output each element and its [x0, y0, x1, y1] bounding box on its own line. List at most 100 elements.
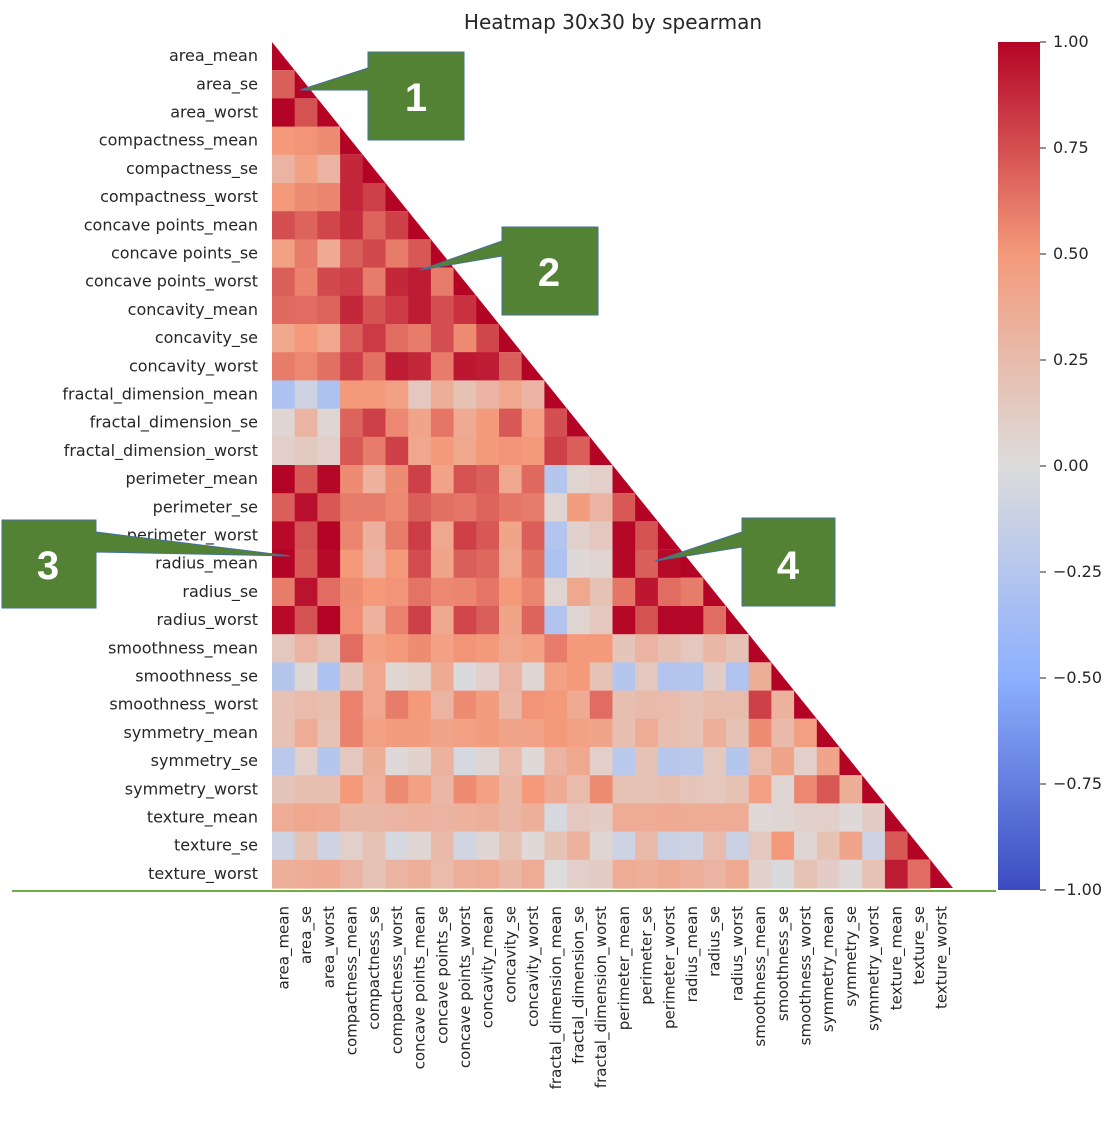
heatmap-cell: [567, 831, 591, 861]
heatmap-cell: [635, 662, 659, 692]
heatmap-cell: [703, 747, 727, 776]
heatmap-cell: [544, 775, 568, 804]
heatmap-cell: [272, 267, 296, 297]
heatmap-cell: [453, 775, 477, 804]
heatmap-cell: [340, 352, 364, 381]
heatmap-cell: [635, 747, 659, 776]
heatmap-cell: [567, 465, 591, 494]
heatmap-cell: [521, 577, 545, 607]
heatmap-cell: [499, 662, 523, 692]
heatmap-cell: [862, 831, 886, 861]
heatmap-cell: [748, 859, 772, 889]
heatmap-cell: [521, 465, 545, 494]
heatmap-cell: [430, 803, 455, 833]
heatmap-cell: [408, 662, 432, 692]
heatmap-cell: [771, 775, 795, 804]
heatmap-cell: [317, 690, 341, 720]
heatmap-cell: [589, 690, 614, 720]
heatmap-cell: [680, 662, 704, 692]
y-tick-label: compactness_se: [126, 159, 258, 179]
heatmap-cell: [430, 295, 455, 325]
y-tick-label: texture_mean: [147, 808, 258, 828]
heatmap-cell: [317, 408, 341, 438]
heatmap-cell: [657, 718, 682, 748]
heatmap-cell: [544, 521, 568, 551]
x-tick-label: smoothness_se: [774, 906, 793, 1021]
heatmap-cell: [657, 662, 682, 692]
heatmap-cell: [635, 803, 659, 833]
heatmap-cell: [408, 465, 432, 494]
heatmap-cell: [317, 859, 341, 889]
heatmap-cell: [385, 324, 409, 353]
heatmap-cell: [340, 803, 364, 833]
heatmap-cell: [521, 747, 545, 776]
x-tick-label: area_worst: [320, 906, 339, 988]
heatmap-cell-diagonal: [408, 211, 431, 240]
heatmap-cell: [362, 380, 387, 410]
heatmap-cell: [544, 662, 568, 692]
heatmap-cell-diagonal: [884, 803, 908, 832]
y-tick-label: concavity_worst: [129, 356, 258, 376]
callout-number: 3: [37, 544, 59, 588]
heatmap-cell: [408, 380, 432, 410]
y-tick-label: compactness_mean: [99, 131, 258, 151]
heatmap-cell: [635, 831, 659, 861]
heatmap-cell: [635, 521, 659, 551]
heatmap-cell: [340, 493, 364, 522]
heatmap-cell: [408, 352, 432, 381]
heatmap-cell: [839, 775, 863, 804]
heatmap-cell: [430, 324, 455, 353]
heatmap-cell: [317, 718, 341, 748]
x-tick-label: texture_mean: [887, 906, 906, 1010]
heatmap-cell: [317, 183, 341, 212]
heatmap-cell: [748, 831, 772, 861]
heatmap-cell: [385, 352, 409, 381]
heatmap-cell: [340, 775, 364, 804]
x-tick-label: concave points_se: [433, 906, 452, 1044]
heatmap-cell: [544, 465, 568, 494]
heatmap-cell: [317, 239, 341, 269]
heatmap-cell: [748, 747, 772, 776]
heatmap-cell: [748, 718, 772, 748]
heatmap-cell: [726, 690, 750, 720]
heatmap-cell: [907, 859, 931, 889]
heatmap-cell: [680, 775, 704, 804]
x-tick-label: compactness_mean: [342, 906, 361, 1055]
heatmap-cell: [567, 690, 591, 720]
heatmap-cell: [567, 803, 591, 833]
heatmap-cell: [317, 549, 341, 579]
heatmap-cell: [771, 831, 795, 861]
heatmap-cell: [340, 690, 364, 720]
heatmap-cell: [294, 295, 318, 325]
heatmap-cell: [453, 324, 477, 353]
heatmap-cell: [499, 606, 523, 635]
heatmap-cell: [385, 380, 409, 410]
heatmap-cell-diagonal: [272, 42, 295, 71]
heatmap-cell: [748, 662, 772, 692]
heatmap-cell: [680, 577, 704, 607]
heatmap-cell: [476, 577, 500, 607]
heatmap-cell: [657, 634, 682, 663]
heatmap-cell: [385, 690, 409, 720]
x-tick-label: smoothness_worst: [796, 906, 815, 1045]
y-tick-label: texture_worst: [148, 864, 258, 884]
colorbar-tick-label: 1.00: [1053, 32, 1089, 51]
y-tick-label: radius_worst: [156, 610, 258, 630]
y-tick-label: fractal_dimension_se: [90, 413, 258, 433]
heatmap-cell: [408, 803, 432, 833]
y-tick-label: smoothness_mean: [108, 638, 258, 658]
heatmap-cell: [499, 380, 523, 410]
heatmap-cell: [703, 803, 727, 833]
heatmap-cell: [567, 775, 591, 804]
heatmap-cell: [340, 521, 364, 551]
heatmap-cell: [794, 803, 818, 833]
heatmap-cell: [680, 634, 704, 663]
heatmap-cell: [612, 634, 636, 663]
heatmap-cell: [385, 747, 409, 776]
heatmap-cell: [430, 408, 455, 438]
heatmap-cell-diagonal: [816, 718, 840, 747]
heatmap-cell: [657, 690, 682, 720]
heatmap-cell: [294, 521, 318, 551]
heatmap-cell: [272, 521, 296, 551]
heatmap-cell: [362, 465, 387, 494]
